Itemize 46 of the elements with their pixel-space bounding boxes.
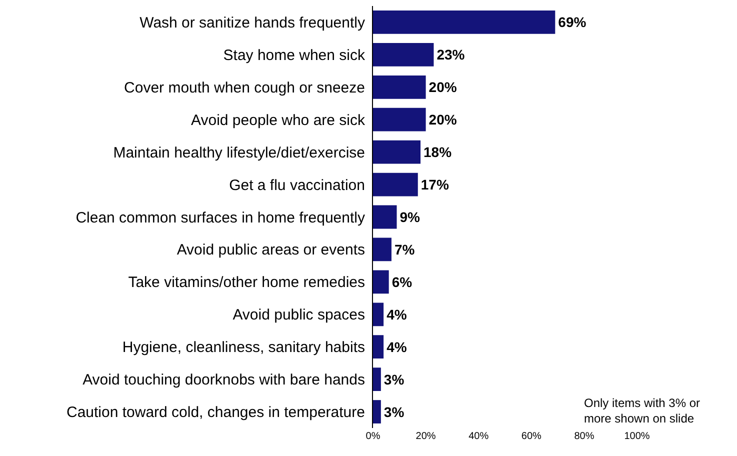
y-tick-label: Cover mouth when cough or sneeze [124,79,365,96]
bar [373,108,426,132]
y-tick-label: Get a flu vaccination [229,176,365,194]
data-label: 69% [558,14,587,30]
data-label: 6% [392,274,413,290]
y-tick-label: Avoid public areas or events [176,242,365,259]
data-label: 9% [400,209,421,225]
data-label: 3% [384,404,405,420]
data-label: 3% [384,371,405,388]
y-tick-label: Avoid people who are sick [191,112,366,129]
data-label: 18% [424,144,452,160]
bar [373,400,381,424]
x-tick-label: 20% [416,431,436,442]
data-label: 23% [436,46,466,63]
bar [373,172,418,196]
bar [373,302,384,326]
bar [373,270,389,294]
x-tick-label: 60% [521,431,542,442]
annotation: Only items with 3% or more shown on slide [584,396,700,426]
y-tick-label: Wash or sanitize hands frequently [140,14,366,32]
data-label: 17% [420,176,450,193]
bar [373,75,426,99]
bar [373,368,381,391]
y-tick-label: Clean common surfaces in home frequently [76,209,366,226]
bar [373,205,397,229]
x-tick-label: 40% [468,431,489,442]
bar [373,335,384,359]
bar [373,140,421,164]
y-tick-label: Avoid touching doorknobs with bare hands [82,372,365,389]
bar [373,238,392,262]
data-label: 4% [386,338,408,355]
data-label: 4% [386,306,408,322]
y-tick-label: Hygiene, cleanliness, sanitary habits [122,339,365,356]
data-label: 20% [428,112,458,128]
y-tick-label: Maintain healthy lifestyle/diet/exercise [113,144,365,162]
bar [373,10,556,34]
y-tick-label: Take vitamins/other home remedies [128,274,365,292]
data-label: 7% [394,241,416,258]
data-label: 20% [428,79,458,96]
x-tick-label: 80% [574,431,594,442]
x-tick-label: 0% [366,431,380,442]
bar [373,43,434,66]
y-tick-label: Caution toward cold, changes in temperature [66,404,365,422]
y-tick-label: Stay home when sick [223,46,366,64]
x-tick-label: 100% [624,431,650,442]
y-tick-label: Avoid public spaces [232,306,365,324]
